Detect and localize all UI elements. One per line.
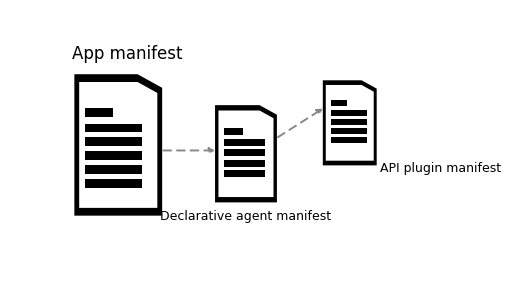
Text: Declarative agent manifest: Declarative agent manifest <box>160 210 332 223</box>
Bar <box>85 151 142 160</box>
Polygon shape <box>218 110 273 197</box>
Bar <box>331 128 367 134</box>
Polygon shape <box>74 74 162 216</box>
Text: API plugin manifest: API plugin manifest <box>380 162 501 174</box>
Bar <box>224 128 243 135</box>
Polygon shape <box>323 80 376 165</box>
Polygon shape <box>79 82 157 208</box>
Bar <box>224 150 265 156</box>
Bar <box>85 123 142 132</box>
Bar <box>331 110 367 116</box>
Bar <box>331 137 367 143</box>
Bar <box>85 165 142 174</box>
Bar <box>331 100 347 106</box>
Bar <box>224 160 265 167</box>
Text: App manifest: App manifest <box>72 46 183 63</box>
Bar <box>85 179 142 188</box>
Bar <box>331 119 367 125</box>
Polygon shape <box>326 85 374 161</box>
Bar <box>85 137 142 146</box>
Polygon shape <box>215 105 277 202</box>
Bar <box>224 170 265 177</box>
Bar <box>224 139 265 146</box>
Bar <box>85 108 113 117</box>
